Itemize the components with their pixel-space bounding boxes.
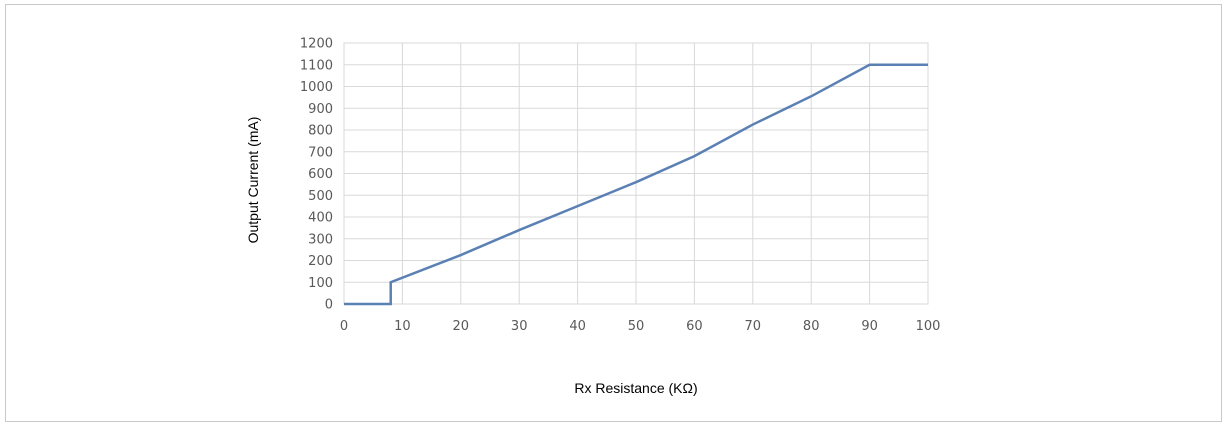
x-tick-label: 70: [745, 319, 762, 334]
y-tick-label: 1200: [300, 37, 333, 52]
x-tick-label: 50: [628, 319, 645, 334]
y-axis-ticks: 0 100 200 300 400 500 600 700 800 900 1000 1100 1200: [300, 37, 333, 313]
y-tick-label: 600: [308, 167, 333, 182]
y-tick-label: 1000: [300, 80, 333, 95]
x-tick-label: 80: [803, 319, 820, 334]
y-tick-label: 100: [308, 276, 333, 291]
y-tick-label: 1100: [300, 58, 333, 73]
series-line: [344, 63, 928, 306]
x-tick-label: 40: [569, 319, 586, 334]
y-tick-label: 200: [308, 254, 333, 269]
y-axis-title: Output Current (mA): [245, 117, 261, 244]
x-tick-label: 60: [686, 319, 703, 334]
y-tick-label: 500: [308, 189, 333, 204]
x-axis-title: Rx Resistance (KΩ): [574, 380, 697, 396]
plot-area: [343, 42, 929, 305]
y-tick-label: 800: [308, 124, 333, 139]
x-tick-label: 30: [511, 319, 528, 334]
x-tick-label: 100: [916, 319, 941, 334]
x-tick-label: 20: [453, 319, 470, 334]
x-tick-label: 90: [861, 319, 878, 334]
series-layer: [344, 63, 928, 306]
y-tick-label: 400: [308, 211, 333, 226]
chart-frame: [5, 4, 1222, 422]
x-axis-ticks: 0 10 20 30 40 50 60 70 80 90 100: [340, 319, 941, 334]
y-tick-label: 300: [308, 232, 333, 247]
gridlines: [344, 43, 928, 304]
x-tick-label: 0: [340, 319, 348, 334]
y-tick-label: 900: [308, 102, 333, 117]
x-tick-label: 10: [394, 319, 411, 334]
y-tick-label: 700: [308, 145, 333, 160]
y-tick-label: 0: [325, 298, 333, 313]
